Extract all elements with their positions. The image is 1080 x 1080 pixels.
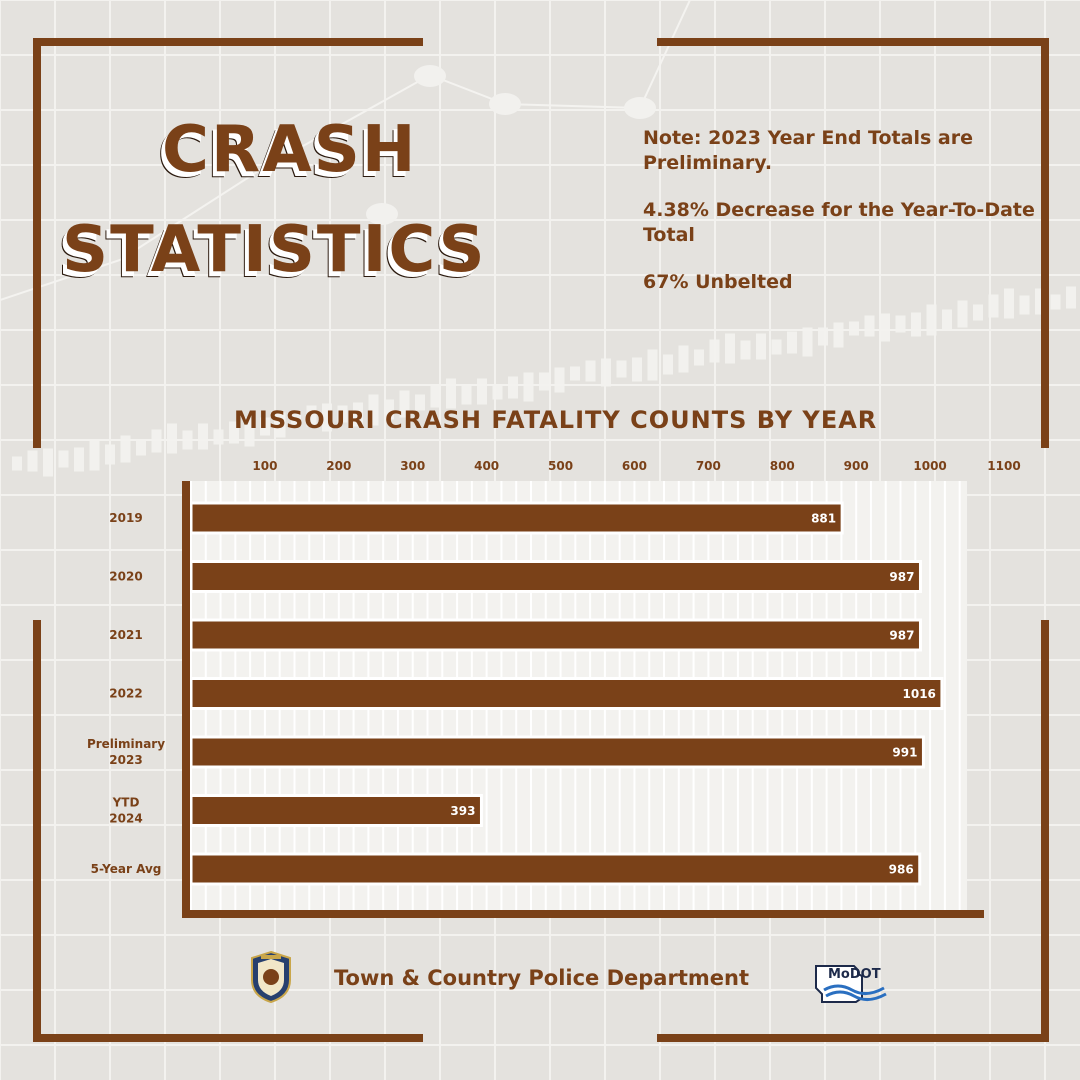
frame-top-right-vertical — [1041, 38, 1049, 448]
notes-panel: Note: 2023 Year End Totals are Prelimina… — [643, 126, 1043, 317]
bar — [189, 677, 944, 710]
category-label: YTD — [112, 796, 140, 810]
x-tick-label: 600 — [622, 459, 647, 473]
frame-top-left-vertical — [33, 38, 41, 448]
bar-value-label: 987 — [889, 629, 914, 643]
note-preliminary: Note: 2023 Year End Totals are Prelimina… — [643, 127, 973, 174]
x-tick-label: 500 — [548, 459, 573, 473]
x-tick-label: 800 — [770, 459, 795, 473]
police-badge-icon — [251, 950, 291, 1004]
x-axis-line — [182, 910, 984, 918]
category-label: 2020 — [109, 570, 142, 584]
title-line-1: Crash — [162, 113, 418, 187]
bar-value-label: 986 — [889, 863, 914, 877]
category-label: 2019 — [109, 511, 142, 525]
bar — [189, 618, 922, 652]
frame-top-right-horizontal — [657, 38, 1049, 46]
bar — [189, 560, 922, 593]
bar-value-label: 991 — [892, 746, 917, 760]
bar-value-label: 881 — [811, 512, 836, 526]
y-axis-line — [182, 481, 190, 916]
bar — [189, 501, 844, 535]
frame-bottom-left-vertical — [33, 620, 41, 1042]
bar — [189, 794, 483, 827]
page-title: Crash Statistics — [62, 118, 622, 282]
x-tick-label: 900 — [844, 459, 869, 473]
frame-bottom-left-horizontal — [33, 1034, 423, 1042]
x-tick-label: 1000 — [913, 459, 946, 473]
title-line-2: Statistics — [62, 213, 487, 287]
x-tick-label: 700 — [696, 459, 721, 473]
modot-label: MoDOT — [828, 967, 881, 982]
bar-value-label: 987 — [889, 570, 914, 584]
frame-bottom-right-vertical — [1041, 620, 1049, 1042]
category-label: 2023 — [109, 753, 142, 767]
x-tick-label: 200 — [326, 459, 351, 473]
frame-top-left-horizontal — [33, 38, 423, 46]
note-unbelted: 67% Unbelted — [643, 271, 793, 293]
category-label: Preliminary — [87, 737, 165, 751]
x-tick-label: 100 — [252, 459, 277, 473]
x-tick-label: 300 — [400, 459, 425, 473]
bar — [189, 735, 925, 769]
category-label: 5-Year Avg — [91, 862, 162, 876]
x-tick-label: 400 — [474, 459, 499, 473]
bar — [189, 852, 922, 886]
category-label: 2022 — [109, 687, 142, 701]
note-decrease: 4.38% Decrease for the Year-To-Date Tota… — [643, 199, 1035, 246]
chart-title: Missouri Crash Fatality Counts by Year — [234, 406, 878, 434]
bar-value-label: 393 — [450, 804, 475, 818]
bar-value-label: 1016 — [903, 687, 936, 701]
category-label: 2024 — [109, 812, 142, 826]
department-name: Town & Country Police Department — [334, 966, 749, 990]
modot-logo: MoDOT — [815, 965, 887, 1003]
category-label: 2021 — [109, 628, 142, 642]
frame-bottom-right-horizontal — [657, 1034, 1049, 1042]
x-tick-label: 1100 — [987, 459, 1020, 473]
